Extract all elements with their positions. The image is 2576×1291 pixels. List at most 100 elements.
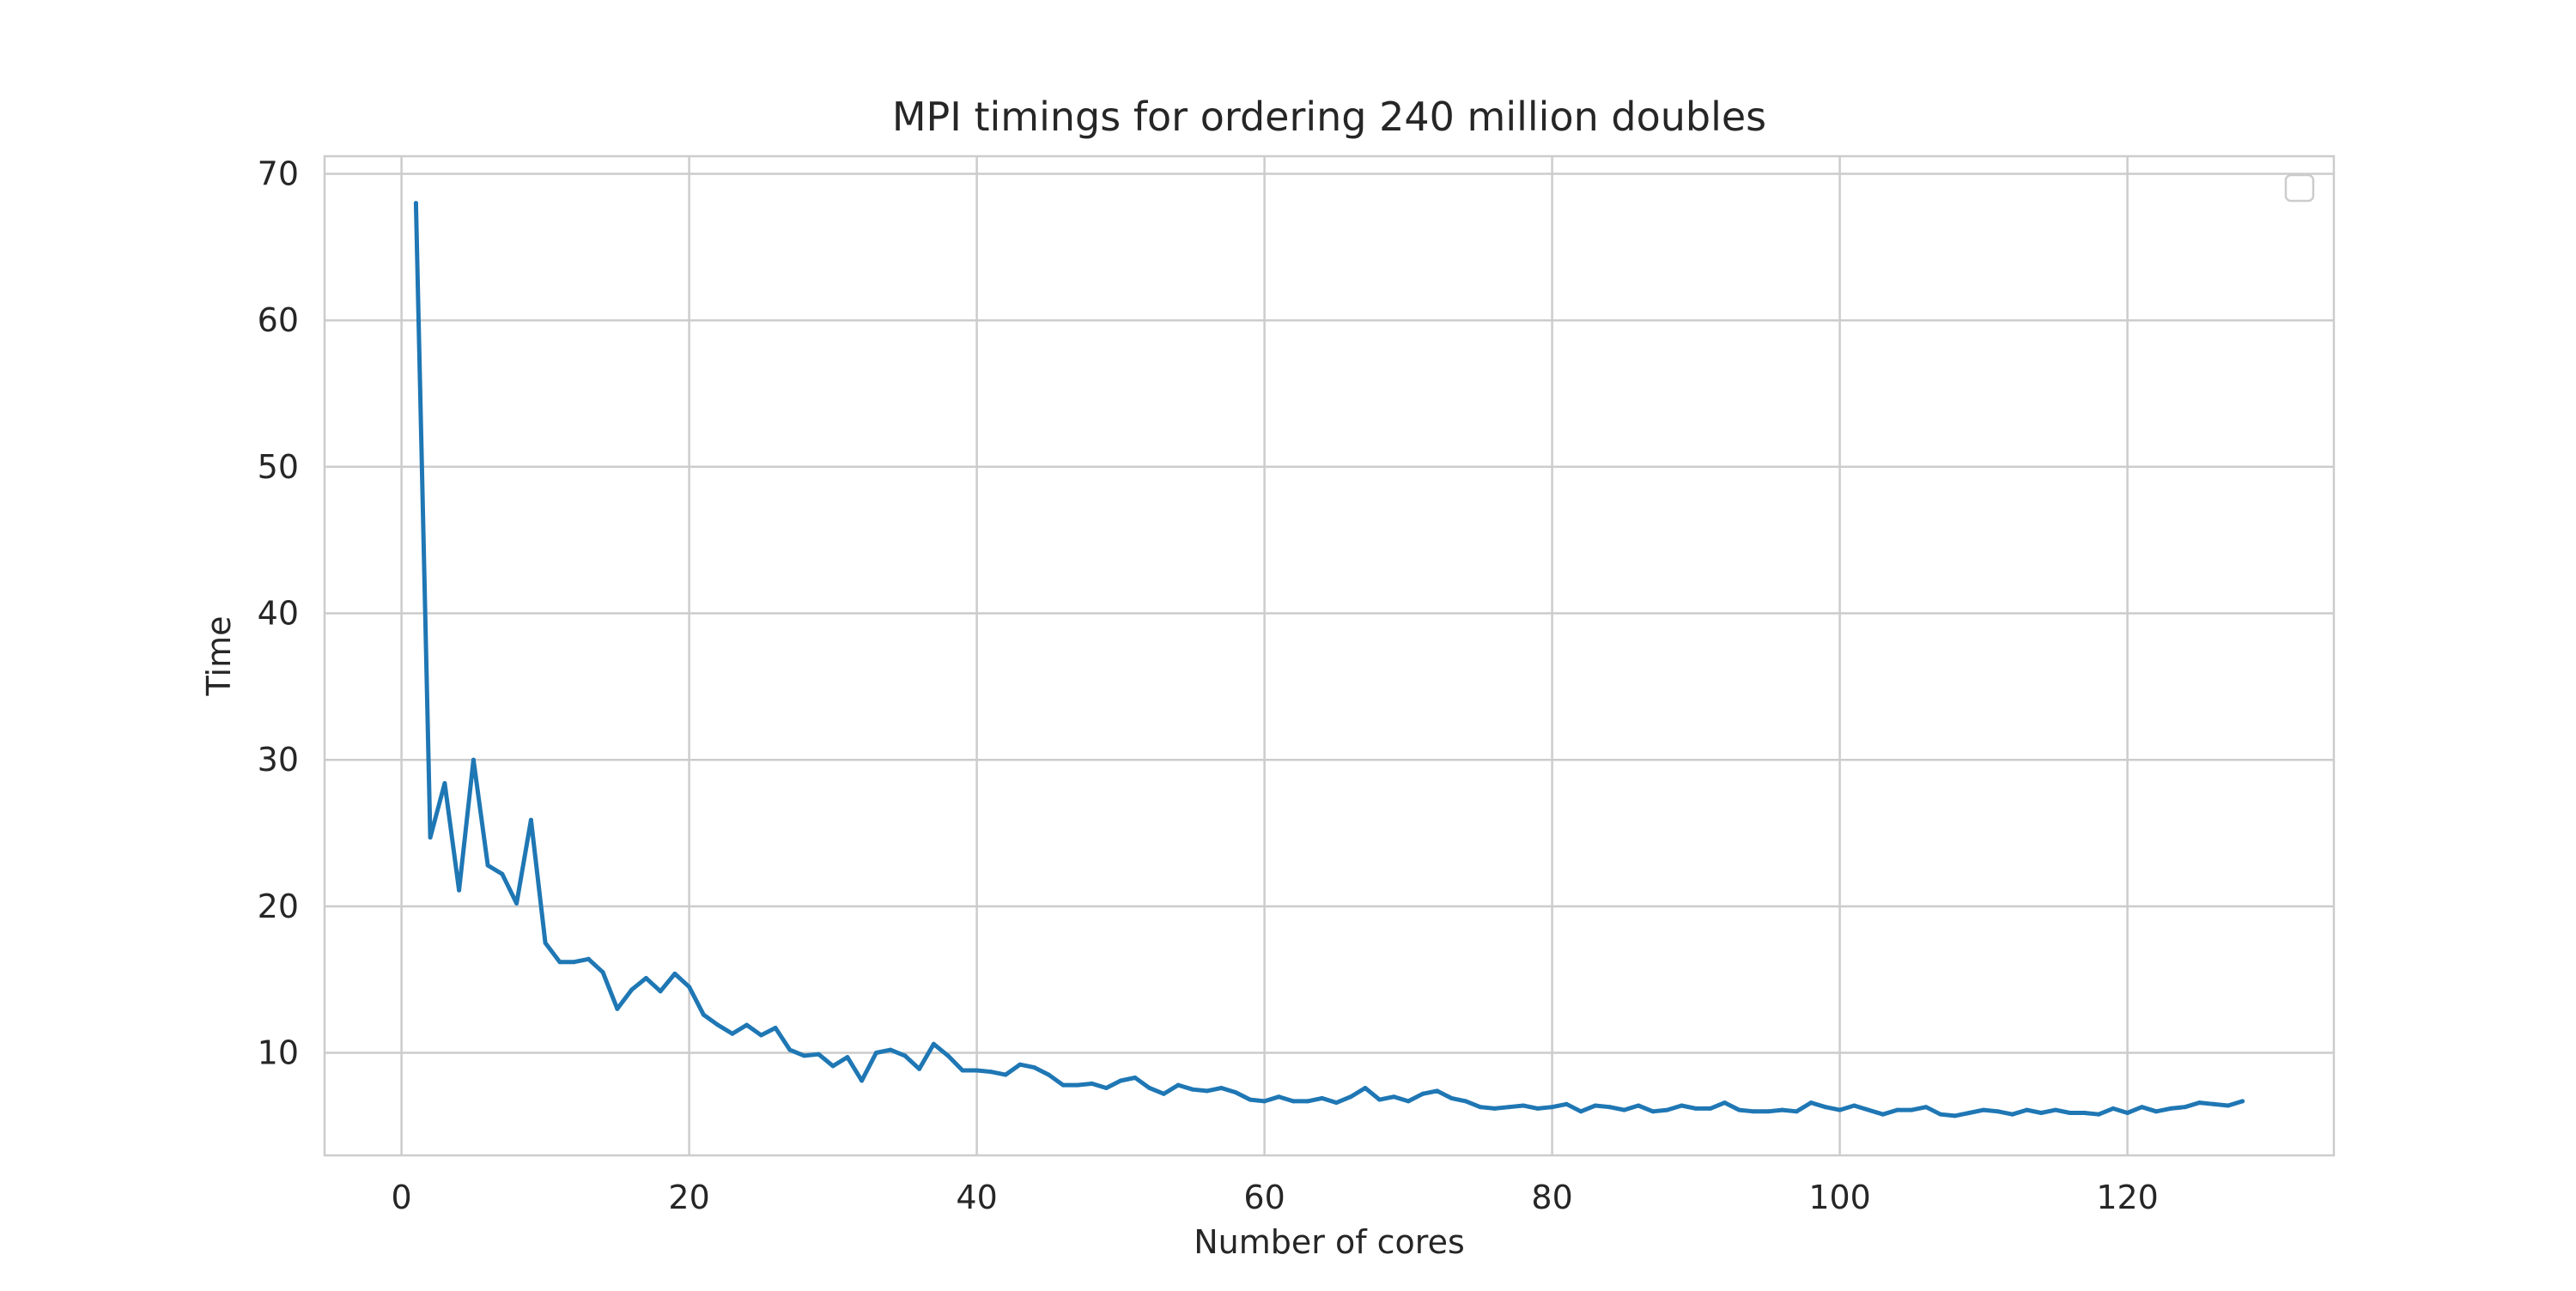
data-point	[1636, 1103, 1641, 1108]
y-tick-label: 70	[258, 155, 299, 193]
data-point	[1435, 1088, 1440, 1094]
data-point	[2081, 1111, 2087, 1115]
data-point	[888, 1047, 893, 1052]
x-tick-label: 60	[1243, 1179, 1285, 1216]
data-point	[1090, 1081, 1095, 1086]
data-point	[1535, 1106, 1540, 1111]
data-point	[1981, 1107, 1986, 1112]
data-point	[1233, 1090, 1238, 1095]
data-point	[471, 757, 476, 762]
data-point	[845, 1055, 850, 1060]
data-point	[1794, 1109, 1799, 1114]
data-point	[1406, 1099, 1411, 1104]
data-point	[730, 1031, 735, 1036]
data-point	[1808, 1100, 1814, 1106]
data-point	[1506, 1105, 1511, 1110]
data-point	[1463, 1099, 1468, 1104]
x-tick-label: 80	[1531, 1179, 1572, 1216]
legend-box	[2284, 173, 2315, 203]
data-point	[1291, 1099, 1296, 1104]
data-point	[960, 1068, 965, 1073]
data-point	[1823, 1105, 1828, 1110]
data-point	[715, 1022, 720, 1027]
x-tick-label: 20	[668, 1179, 709, 1216]
x-tick-label: 40	[956, 1179, 997, 1216]
data-point	[1334, 1100, 1339, 1106]
data-point	[1607, 1105, 1613, 1110]
data-point	[1550, 1105, 1555, 1110]
data-point	[1909, 1107, 1914, 1112]
data-point	[2125, 1111, 2130, 1115]
data-point	[975, 1068, 980, 1073]
data-point	[1161, 1091, 1166, 1096]
data-point	[672, 971, 677, 976]
data-point	[1320, 1095, 1325, 1100]
data-point	[1060, 1082, 1066, 1088]
data-point	[1851, 1103, 1856, 1108]
x-axis-label: Number of cores	[1194, 1223, 1465, 1261]
data-point	[860, 1078, 865, 1083]
data-point	[701, 1012, 706, 1017]
data-point	[1736, 1107, 1741, 1112]
y-tick-label: 10	[258, 1034, 299, 1072]
plot-frame	[323, 155, 2336, 1157]
data-point	[1679, 1103, 1684, 1108]
data-point	[1075, 1082, 1080, 1088]
data-point	[1377, 1097, 1382, 1102]
data-point	[1118, 1078, 1123, 1083]
data-point	[500, 871, 505, 876]
plot-area	[325, 156, 2334, 1155]
data-point	[1003, 1072, 1008, 1077]
x-tick-label: 0	[392, 1179, 412, 1216]
y-tick-label: 20	[258, 888, 299, 925]
data-point	[1478, 1105, 1483, 1110]
y-tick-label: 60	[258, 301, 299, 339]
data-point	[528, 817, 533, 822]
data-point	[1391, 1094, 1396, 1100]
data-point	[442, 781, 447, 785]
data-point	[773, 1026, 778, 1030]
data-point	[1996, 1109, 2001, 1114]
y-tick-label: 30	[258, 741, 299, 779]
data-point	[1780, 1107, 1785, 1112]
data-point	[1751, 1109, 1756, 1114]
tick-labels: 0 20 40 60 80 100 120 10 20 30 40 50 60 70	[258, 155, 2159, 1217]
data-point	[1420, 1091, 1425, 1096]
data-point	[2226, 1103, 2231, 1108]
data-point	[873, 1051, 878, 1055]
data-point	[1966, 1111, 1971, 1115]
data-point	[658, 989, 663, 994]
data-point	[600, 970, 605, 975]
data-point	[1032, 1065, 1037, 1070]
data-point	[1046, 1072, 1051, 1077]
chart-title: MPI timings for ordering 240 million dou…	[892, 94, 1766, 140]
data-point	[457, 888, 462, 893]
data-point	[945, 1053, 951, 1058]
data-point	[2010, 1112, 2015, 1117]
data-point	[1722, 1100, 1728, 1106]
data-point	[1176, 1082, 1181, 1088]
data-point	[1276, 1094, 1281, 1100]
y-axis-label: Time	[200, 616, 238, 697]
data-point	[988, 1070, 993, 1075]
data-point	[744, 1022, 750, 1027]
data-point	[1866, 1107, 1871, 1112]
data-point	[413, 201, 418, 206]
series-line	[413, 201, 2245, 1118]
data-point	[428, 835, 433, 840]
data-point	[543, 941, 548, 945]
data-point	[643, 976, 648, 980]
data-point	[1133, 1076, 1138, 1080]
data-point	[1449, 1095, 1454, 1100]
series-layer	[413, 201, 2245, 1118]
data-point	[485, 863, 490, 868]
data-point	[557, 960, 562, 965]
data-point	[816, 1052, 821, 1057]
data-point	[917, 1066, 922, 1071]
grid-lines	[325, 156, 2334, 1155]
data-point	[2183, 1105, 2188, 1110]
y-tick-label: 40	[258, 595, 299, 633]
data-point	[2168, 1106, 2173, 1111]
data-point	[687, 985, 692, 990]
